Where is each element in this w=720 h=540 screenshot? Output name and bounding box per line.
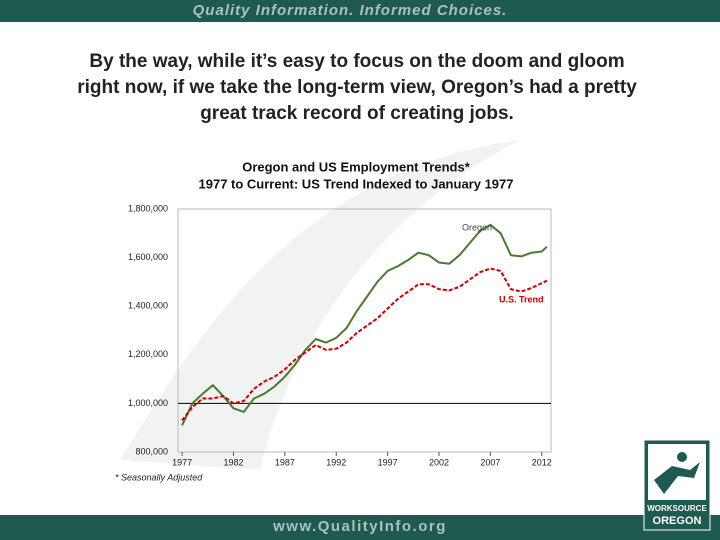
logo-text: WORKSOURCE xyxy=(647,504,707,513)
x-tick-label: 1977 xyxy=(172,457,192,467)
x-tick-label: 1992 xyxy=(326,457,346,467)
heading-line: By the way, while it’s easy to focus on … xyxy=(89,51,624,72)
logo-icon xyxy=(677,452,687,462)
x-tick-label: 2002 xyxy=(429,457,449,467)
x-tick-label: 1982 xyxy=(223,457,243,467)
footer-text: www.QualityInfo.org xyxy=(272,518,447,535)
plot-frame xyxy=(177,208,552,453)
footnote: * Seasonally Adjusted xyxy=(115,472,203,482)
y-tick-label: 1,000,000 xyxy=(128,398,168,408)
logo-icon xyxy=(654,462,700,494)
series-line xyxy=(181,267,548,422)
bottom-banner xyxy=(0,515,720,540)
x-tick-label: 1997 xyxy=(378,457,398,467)
banner-text: Quality Information. Informed Choices. xyxy=(193,2,508,19)
top-banner xyxy=(0,0,720,22)
y-tick-label: 1,400,000 xyxy=(128,301,168,311)
series-line xyxy=(181,223,548,426)
logo-text: OREGON xyxy=(653,515,702,527)
watermark xyxy=(120,140,520,470)
x-tick-label: 2007 xyxy=(480,457,500,467)
series-label: U.S. Trend xyxy=(499,294,544,304)
y-tick-label: 800,000 xyxy=(135,446,168,456)
y-tick-label: 1,800,000 xyxy=(128,203,168,213)
chart-title: Oregon and US Employment Trends* xyxy=(242,159,470,174)
series-label: Oregon xyxy=(462,222,492,232)
x-tick-label: 2012 xyxy=(532,457,552,467)
chart-subtitle: 1977 to Current: US Trend Indexed to Jan… xyxy=(199,176,514,191)
heading-line: right now, if we take the long-term view… xyxy=(77,77,637,98)
heading-line: great track record of creating jobs. xyxy=(200,103,514,124)
y-tick-label: 1,200,000 xyxy=(128,349,168,359)
logo: WORKSOURCE OREGON xyxy=(643,439,711,531)
y-tick-label: 1,600,000 xyxy=(128,252,168,262)
x-tick-label: 1987 xyxy=(275,457,295,467)
